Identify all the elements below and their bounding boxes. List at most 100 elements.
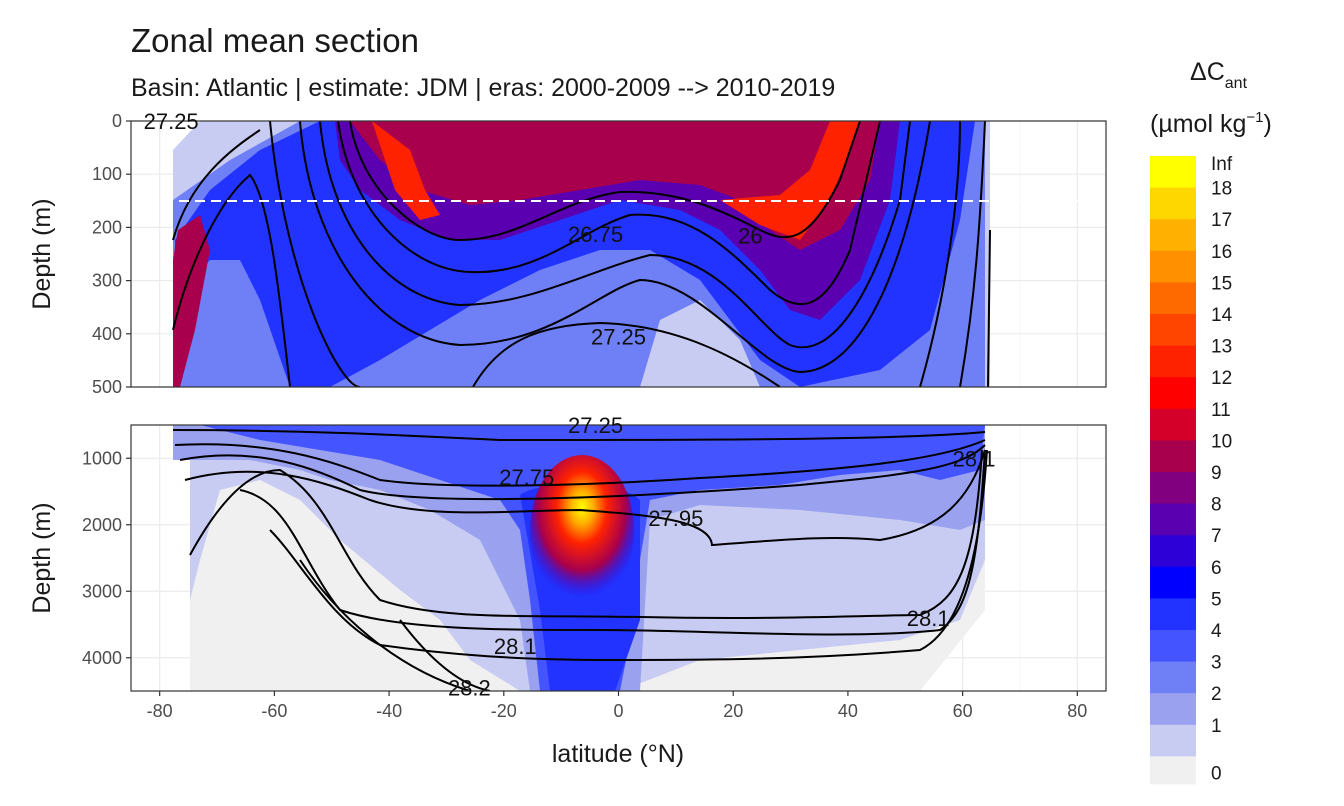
y-tick-label: 3000 [82, 581, 122, 601]
legend-swatch [1150, 661, 1196, 694]
contour-line [184, 449, 986, 547]
legend-break-label: 12 [1211, 368, 1232, 389]
contour-line [179, 444, 986, 501]
legend-break-label: 4 [1211, 621, 1222, 642]
legend-break-label: 6 [1211, 558, 1222, 579]
contour-line [987, 229, 991, 387]
contour-line [919, 121, 961, 387]
chart-subtitle: Basin: Atlantic | estimate: JDM | eras: … [131, 74, 836, 102]
legend-break-label: 0 [1211, 763, 1222, 784]
legend-swatch [1150, 598, 1196, 631]
upper-field [173, 121, 990, 387]
x-tick-label: -20 [491, 701, 517, 721]
legend-break-label: 2 [1211, 684, 1222, 705]
contour-line [299, 121, 931, 374]
field-top-level10 [350, 121, 880, 250]
contour-label: 27.75 [499, 465, 554, 490]
contour-line [472, 321, 781, 387]
legend-swatch [1150, 724, 1196, 757]
x-tick-label: 0 [613, 701, 623, 721]
contour-label: 28.2 [448, 676, 491, 701]
y-tick-label: 4000 [82, 648, 122, 668]
field-top-level13 [372, 121, 440, 220]
x-tick-label: -60 [261, 701, 287, 721]
contour-label: 27.25 [144, 109, 199, 134]
legend-swatch [1150, 693, 1196, 726]
lower-panel: 1000 2000 3000 4000 [82, 424, 1107, 692]
legend-units: (µmol kg−1) [1150, 109, 1272, 138]
legend-break-label: 3 [1211, 653, 1222, 674]
upper-contours [172, 121, 991, 387]
contour-label: 26.75 [568, 222, 623, 247]
legend-swatches [1150, 156, 1196, 785]
legend-swatch [1150, 566, 1196, 599]
legend-break-label: 9 [1211, 463, 1222, 484]
contour-labels: 26.75 2627.2527.2527.7527.9528.128.128.22… [144, 109, 996, 701]
contour-line [399, 619, 491, 691]
legend-swatch [1150, 187, 1196, 220]
legend-break-label: 5 [1211, 589, 1222, 610]
legend-swatch [1150, 630, 1196, 663]
legend-swatch [1150, 440, 1196, 473]
y-tick-label: 100 [92, 164, 122, 184]
legend-swatch-zero [1150, 756, 1196, 785]
x-tick-label: 80 [1067, 701, 1087, 721]
x-axis: -80 -60 -40 -20 0 20 40 60 80 [147, 691, 1087, 721]
y-tick-label: 0 [112, 111, 122, 131]
contour-line [269, 449, 988, 662]
x-tick-label: -80 [147, 701, 173, 721]
legend-break-label: 11 [1211, 400, 1231, 421]
y-tick-label: 300 [92, 271, 122, 291]
legend-swatch [1150, 282, 1196, 315]
contour-line [172, 173, 291, 387]
legend-swatch [1150, 535, 1196, 568]
upper-y-axis: 0 100 200 300 400 500 [92, 111, 131, 397]
contour-label: 26 [738, 223, 762, 248]
y-tick-label: 500 [92, 377, 122, 397]
legend: ΔCant (µmol kg−1) Inf1817161514131211109… [1150, 58, 1272, 785]
contour-line [174, 439, 986, 487]
legend-swatch [1150, 472, 1196, 505]
contour-line [172, 129, 261, 241]
legend-break-label: Inf [1211, 154, 1233, 175]
y-tick-label: 200 [92, 217, 122, 237]
legend-break-label: 13 [1211, 337, 1232, 358]
legend-break-label: 7 [1211, 526, 1222, 547]
contour-label: 27.95 [648, 506, 703, 531]
y-tick-label: 400 [92, 324, 122, 344]
legend-swatch [1150, 219, 1196, 252]
legend-break-label: 17 [1211, 210, 1232, 231]
field-top-left-purple [173, 215, 210, 387]
contour-label: 28.1 [907, 606, 950, 631]
x-tick-label: 60 [953, 701, 973, 721]
legend-swatch [1150, 314, 1196, 347]
y-axis-title-lower: Depth (m) [28, 502, 56, 613]
legend-break-label: 18 [1211, 179, 1232, 200]
legend-break-label: 14 [1211, 305, 1233, 326]
contour-label: 27.25 [568, 413, 623, 438]
contour-label: 28.1 [494, 634, 537, 659]
legend-break-label: 1 [1211, 716, 1222, 737]
legend-break-label: 15 [1211, 273, 1232, 294]
contour-line [189, 449, 983, 619]
legend-break-label: 16 [1211, 242, 1232, 263]
chart-title: Zonal mean section [131, 22, 419, 59]
x-tick-label: 20 [723, 701, 743, 721]
field-top-level13-east [720, 121, 860, 240]
legend-break-label: 8 [1211, 495, 1222, 516]
contour-line [299, 559, 471, 691]
legend-swatch [1150, 345, 1196, 378]
legend-swatch [1150, 503, 1196, 536]
contour-line [172, 429, 986, 442]
lower-y-axis: 1000 2000 3000 4000 [82, 448, 131, 668]
contour-line [349, 121, 861, 242]
legend-break-label: 10 [1211, 431, 1232, 452]
contour-line [239, 449, 986, 636]
x-tick-label: 40 [838, 701, 858, 721]
lower-contours [172, 429, 988, 691]
upper-panel: 0 100 200 300 400 500 [92, 111, 1107, 397]
contour-line [319, 121, 911, 349]
upper-panel-border [130, 120, 1107, 388]
y-tick-label: 1000 [82, 448, 122, 468]
